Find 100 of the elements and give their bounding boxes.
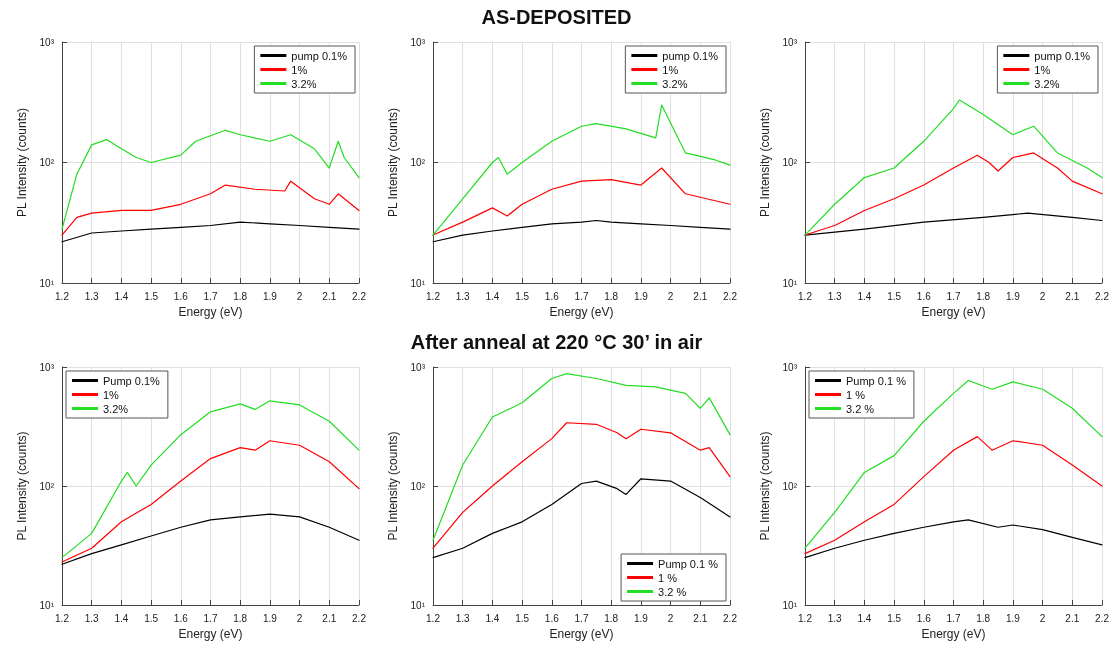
line-series: [804, 212, 1103, 236]
line-series: [61, 221, 360, 243]
legend-label: Pump 0.1%: [103, 374, 161, 387]
line-series: [61, 440, 360, 563]
x-tick-label: 1.3: [456, 290, 471, 302]
y-tick-label: 10³: [410, 36, 426, 48]
line-series: [432, 478, 731, 559]
x-tick-label: 2.1: [1065, 612, 1080, 624]
x-tick-label: 1.8: [975, 612, 991, 624]
y-tick-label: 10²: [39, 157, 55, 168]
line-series: [432, 219, 731, 243]
line-series: [804, 379, 1103, 549]
legend-label: Pump 0.1 %: [845, 374, 906, 387]
legend-label: 1%: [291, 63, 308, 76]
x-tick-label: 2.2: [352, 612, 367, 624]
x-tick-label: 1.3: [84, 290, 100, 302]
x-tick-label: 1.9: [262, 612, 278, 624]
y-tick-label: 10³: [39, 361, 55, 373]
y-tick-label: 10³: [410, 361, 426, 373]
y-tick-label: 10²: [410, 480, 426, 492]
y-tick-label: 10³: [782, 36, 798, 48]
legend-label: 1 %: [845, 388, 865, 401]
x-tick-label: 1.9: [634, 612, 649, 624]
legend-label: 3.2%: [291, 77, 317, 90]
line-series: [804, 519, 1103, 559]
x-tick-label: 2.1: [322, 290, 337, 302]
legend-label: pump 0.1%: [1034, 49, 1090, 62]
x-tick-label: 1.3: [456, 612, 471, 624]
line-series: [432, 373, 731, 541]
line-series: [804, 99, 1103, 236]
line-series: [61, 400, 360, 559]
y-tick-label: 10²: [782, 480, 798, 492]
x-tick-label: 1.7: [946, 290, 961, 302]
legend-label: 3.2 %: [845, 402, 874, 415]
x-tick-label: 1.7: [203, 290, 218, 302]
x-tick-label: 1.6: [545, 612, 560, 624]
x-tick-label: 2: [668, 612, 675, 624]
x-tick-label: 1.5: [515, 290, 530, 302]
x-axis-title: Energy (eV): [178, 626, 243, 641]
x-tick-label: 2.1: [693, 612, 709, 624]
x-tick-label: 1.9: [1005, 612, 1020, 624]
x-tick-label: 1.2: [797, 612, 813, 624]
x-tick-label: 1.4: [485, 612, 501, 624]
legend-label: pump 0.1%: [291, 49, 348, 62]
line-series: [804, 436, 1103, 555]
legend-label: 1%: [1034, 63, 1051, 76]
x-tick-label: 1.5: [515, 612, 530, 624]
y-tick-label: 10¹: [39, 599, 55, 611]
x-axis-title: Energy (eV): [549, 626, 614, 641]
x-tick-label: 1.5: [144, 290, 159, 302]
x-tick-label: 1.9: [1005, 290, 1020, 302]
chart-title: AS-DEPOSITED: [481, 6, 632, 28]
x-tick-label: 1.3: [827, 290, 842, 302]
x-tick-label: 1.4: [857, 612, 872, 624]
x-tick-label: 1.6: [545, 290, 560, 302]
x-tick-label: 1.7: [203, 612, 218, 624]
y-tick-label: 10¹: [782, 599, 798, 611]
x-tick-label: 1.7: [574, 612, 590, 624]
x-tick-label: 2: [296, 612, 303, 624]
line-series: [804, 152, 1103, 236]
legend-label: 1%: [103, 388, 120, 401]
y-axis-title: PL Intensity (counts): [386, 431, 401, 541]
x-tick-label: 2.2: [723, 612, 738, 624]
y-tick-label: 10¹: [39, 277, 55, 289]
x-axis-title: Energy (eV): [178, 304, 243, 319]
x-tick-label: 1.8: [233, 612, 248, 624]
x-tick-label: 1.2: [426, 290, 441, 302]
legend-label: 3.2 %: [658, 585, 687, 598]
y-axis-title: PL Intensity (counts): [15, 431, 29, 541]
x-tick-label: 1.8: [604, 612, 619, 624]
x-tick-label: 1.9: [634, 290, 649, 302]
x-tick-label: 1.3: [84, 612, 100, 624]
x-tick-label: 1.3: [827, 612, 842, 624]
x-tick-label: 1.8: [233, 290, 248, 302]
legend-label: Pump 0.1 %: [658, 557, 719, 570]
x-axis-title: Energy (eV): [549, 304, 614, 319]
x-tick-label: 2.1: [322, 612, 337, 624]
x-tick-label: 1.5: [144, 612, 159, 624]
x-tick-label: 1.6: [173, 612, 189, 624]
x-tick-label: 2.2: [1094, 290, 1110, 302]
x-tick-label: 1.7: [946, 612, 961, 624]
x-tick-label: 2: [668, 290, 675, 302]
y-tick-label: 10¹: [410, 599, 426, 611]
legend-label: 1 %: [658, 571, 678, 584]
x-tick-label: 1.2: [55, 612, 70, 624]
line-series: [61, 129, 360, 230]
x-tick-label: 1.2: [797, 290, 813, 302]
x-tick-label: 2.2: [1094, 612, 1110, 624]
x-tick-label: 1.9: [262, 290, 278, 302]
x-tick-label: 2.1: [693, 290, 709, 302]
y-tick-label: 10²: [782, 157, 798, 168]
x-tick-label: 2.1: [1065, 290, 1080, 302]
line-series: [61, 513, 360, 565]
x-tick-label: 1.4: [485, 290, 501, 302]
line-series: [432, 104, 731, 236]
y-tick-label: 10¹: [782, 277, 798, 289]
x-axis-title: Energy (eV): [921, 304, 986, 319]
legend-label: 3.2%: [103, 402, 129, 415]
legend-label: 3.2%: [662, 77, 688, 90]
x-tick-label: 1.4: [857, 290, 872, 302]
